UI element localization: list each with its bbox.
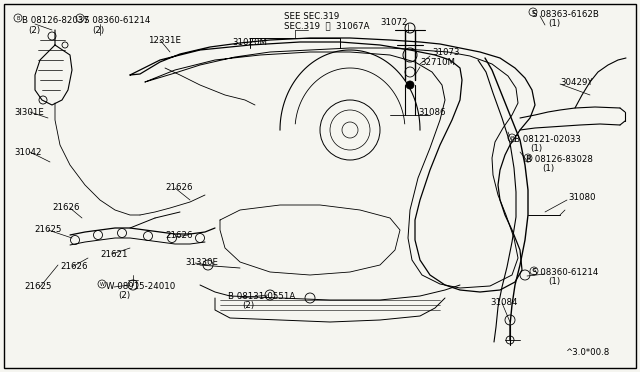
Text: S 08360-61214: S 08360-61214 (84, 16, 150, 25)
Text: (1): (1) (548, 277, 560, 286)
Text: (2): (2) (118, 291, 130, 300)
Text: B: B (16, 16, 20, 20)
Text: 12331E: 12331E (148, 36, 181, 45)
Text: (2): (2) (28, 26, 40, 35)
Text: (1): (1) (548, 19, 560, 28)
Text: SEE SEC.319: SEE SEC.319 (284, 12, 339, 21)
Text: 31330E: 31330E (185, 258, 218, 267)
Text: W 08915-24010: W 08915-24010 (106, 282, 175, 291)
Text: S: S (79, 16, 81, 20)
Text: 31020M: 31020M (232, 38, 267, 47)
Text: 21625: 21625 (34, 225, 61, 234)
Text: (1): (1) (542, 164, 554, 173)
Text: S 08363-6162B: S 08363-6162B (532, 10, 599, 19)
Text: 31080: 31080 (568, 193, 595, 202)
Text: 3l301E: 3l301E (14, 108, 44, 117)
Text: SEC.319  図  31067A: SEC.319 図 31067A (284, 21, 369, 30)
Text: 21626: 21626 (52, 203, 79, 212)
Text: 21626: 21626 (60, 262, 88, 271)
Text: B 08126-82037: B 08126-82037 (22, 16, 89, 25)
Text: S: S (531, 10, 534, 15)
Text: 31073: 31073 (432, 48, 460, 57)
Text: 31084: 31084 (490, 298, 518, 307)
Text: 21621: 21621 (100, 250, 127, 259)
Text: (2): (2) (92, 26, 104, 35)
Text: 21626: 21626 (165, 231, 193, 240)
Text: B 08126-83028: B 08126-83028 (526, 155, 593, 164)
Text: S 08360-61214: S 08360-61214 (532, 268, 598, 277)
Text: 21625: 21625 (24, 282, 51, 291)
Text: 31086: 31086 (418, 108, 445, 117)
Text: B: B (510, 135, 514, 141)
Text: 32710M: 32710M (420, 58, 455, 67)
Text: W: W (100, 282, 104, 286)
Text: B: B (526, 155, 530, 160)
Text: 21626: 21626 (165, 183, 193, 192)
Circle shape (406, 81, 414, 89)
Text: 31072: 31072 (380, 18, 408, 27)
Text: ^3.0*00.8: ^3.0*00.8 (565, 348, 609, 357)
Text: 30429Y: 30429Y (560, 78, 593, 87)
Text: (1): (1) (530, 144, 542, 153)
Text: B 08121-02033: B 08121-02033 (514, 135, 581, 144)
Text: B 08131-0551A: B 08131-0551A (228, 292, 295, 301)
Text: (2): (2) (242, 301, 254, 310)
Text: 31042: 31042 (14, 148, 42, 157)
Text: S: S (532, 269, 536, 273)
